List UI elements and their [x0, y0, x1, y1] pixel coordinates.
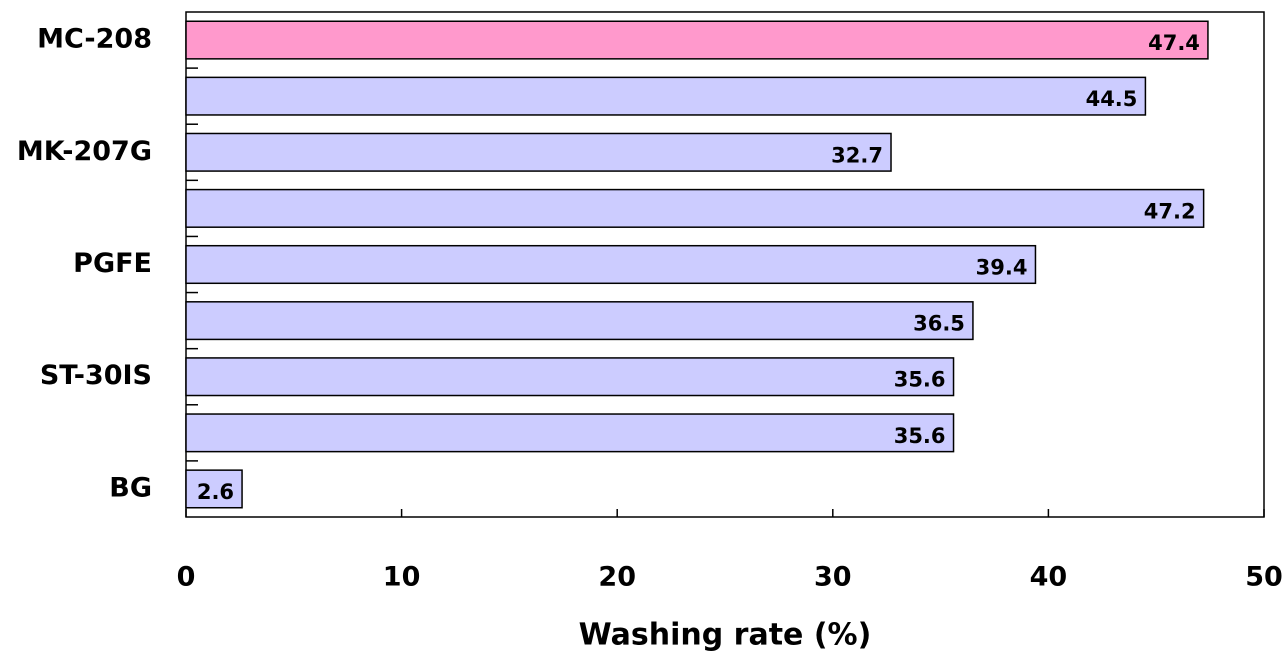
bar	[185, 244, 1037, 285]
value-label: 36.5	[913, 312, 965, 336]
x-tick-label: 20	[598, 562, 636, 593]
bar	[185, 357, 955, 397]
value-label: 35.6	[894, 424, 946, 448]
value-label: 47.2	[1144, 199, 1196, 223]
y-tick-label: PGFE	[73, 248, 152, 279]
x-tick-label: 0	[177, 562, 196, 593]
bar	[185, 76, 1147, 116]
bar	[185, 188, 1205, 228]
bar	[185, 469, 243, 509]
value-label: 44.5	[1086, 87, 1138, 111]
y-tick-label: ST-30IS	[40, 360, 152, 391]
bar	[185, 132, 892, 172]
value-label: 39.4	[976, 256, 1028, 280]
bar	[185, 413, 955, 453]
value-label: 32.7	[831, 143, 883, 167]
value-label: 47.4	[1148, 31, 1200, 55]
x-tick-label: 50	[1245, 562, 1283, 593]
y-tick-label: MK-207G	[17, 136, 152, 167]
y-tick-label: MC-208	[37, 24, 152, 55]
bar	[185, 20, 1209, 60]
x-tick-label: 40	[1030, 562, 1068, 593]
value-label: 2.6	[197, 480, 234, 504]
x-tick-label: 30	[814, 562, 852, 593]
bar	[185, 301, 974, 341]
value-label: 35.6	[894, 368, 946, 392]
y-tick-label: BG	[109, 472, 152, 503]
x-tick-label: 10	[383, 562, 421, 593]
x-axis-title: Washing rate (%)	[579, 618, 872, 653]
